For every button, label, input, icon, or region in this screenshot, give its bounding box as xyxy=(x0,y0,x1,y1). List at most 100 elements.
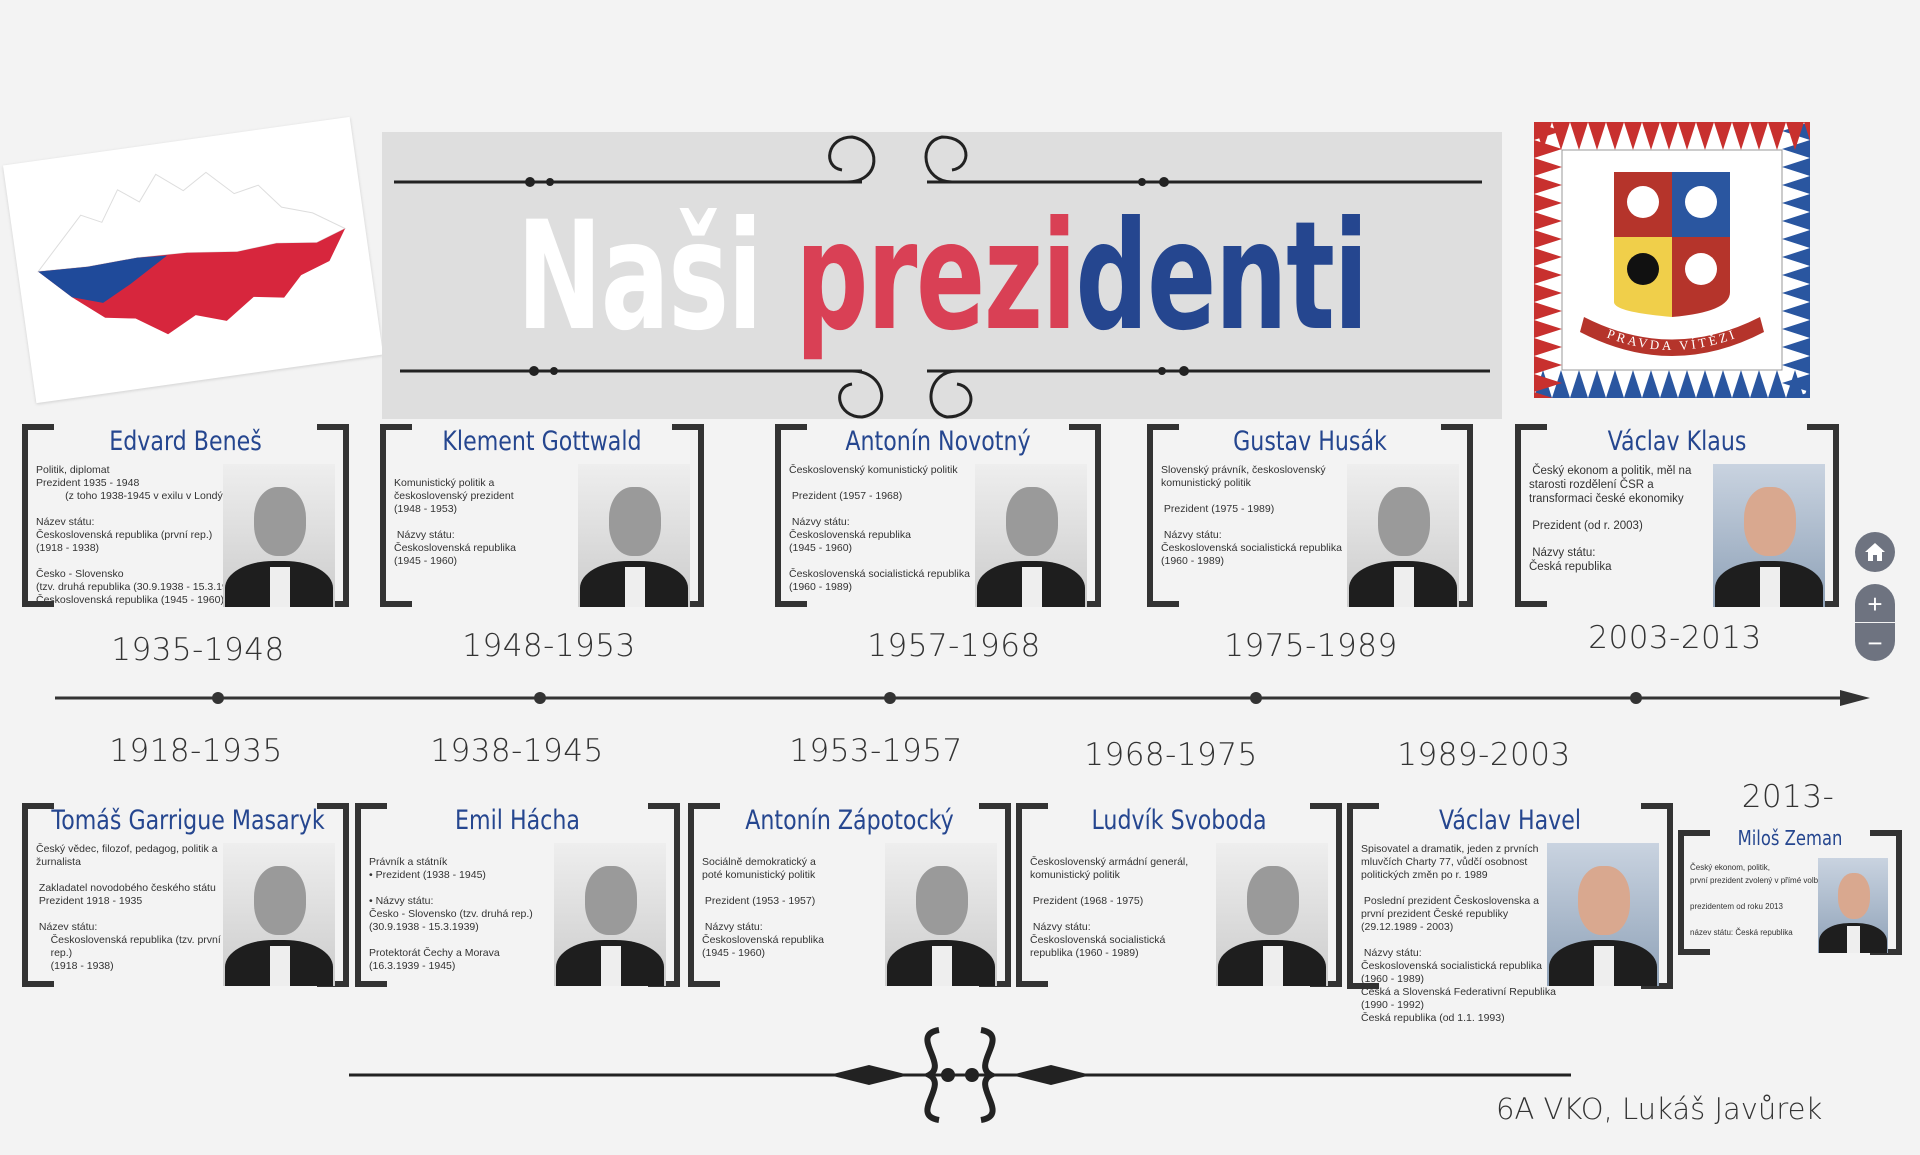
president-card: Emil Hácha Právník a státník • Prezident (… xyxy=(355,803,680,987)
president-description: Politik, diplomat Prezident 1935 - 1948 (… xyxy=(36,464,243,607)
description-line: Poslední prezident Československa a xyxy=(1361,895,1540,907)
president-description: Komunistický politik a československý pre… xyxy=(394,464,516,568)
timeline-axis xyxy=(55,690,1870,706)
president-card: Ludvík Svoboda Československý armádní gen… xyxy=(1016,803,1342,987)
president-description: Český ekonom, politik, první prezident zv… xyxy=(1690,862,1823,940)
bracket-left xyxy=(380,424,412,607)
description-line: Názvy státu: xyxy=(702,921,763,933)
president-card: Václav Havel Spisovatel a dramatik, jeden… xyxy=(1347,803,1673,1024)
description-line: prezidentem od roku 2013 xyxy=(1690,902,1783,911)
description-line: Český ekonom a politik, měl na xyxy=(1529,465,1692,477)
president-card: Edvard Beneš Politik, diplomat Prezident 1… xyxy=(22,424,349,607)
bracket-left xyxy=(1347,803,1379,989)
description-line: Název státu: xyxy=(36,516,95,528)
bracket-left xyxy=(22,424,54,607)
description-line: Právník a státník xyxy=(369,856,448,868)
year-label: 2003-2013 xyxy=(1588,620,1762,656)
zoom-in-button[interactable]: + xyxy=(1855,584,1895,622)
president-name: Antonín Novotný xyxy=(845,426,1031,457)
description-line xyxy=(1690,888,1823,901)
footer-ornament-icon xyxy=(349,1027,1571,1123)
description-line: Sociálně demokratický a xyxy=(702,856,816,868)
timeline-dot xyxy=(884,692,896,704)
description-line: Československá republika (tzv. první xyxy=(36,934,221,946)
description-line: komunistický politik xyxy=(1161,477,1251,489)
president-description: Slovenský právník, československý komunis… xyxy=(1161,464,1342,568)
year-label: 1948-1953 xyxy=(462,628,636,664)
year-label: 1938-1945 xyxy=(430,733,604,769)
description-line xyxy=(369,934,533,947)
description-line xyxy=(702,843,824,856)
bracket-left xyxy=(688,803,720,987)
description-line: Česká republika (od 1.1. 1993) xyxy=(1361,1012,1505,1024)
president-portrait xyxy=(1216,843,1328,986)
title-part-nasi: Naši xyxy=(516,190,763,364)
description-line xyxy=(369,843,533,856)
description-line: Československá republika xyxy=(702,934,824,946)
president-name: Miloš Zeman xyxy=(1737,826,1843,850)
year-label: 1953-1957 xyxy=(789,733,963,769)
president-name: Edvard Beneš xyxy=(109,426,262,457)
description-line: Česká republika xyxy=(1529,561,1612,573)
president-portrait xyxy=(578,464,690,607)
president-portrait xyxy=(975,464,1087,607)
description-line: Slovenský právník, československý xyxy=(1161,464,1326,476)
description-line: (1960 - 1989) xyxy=(789,581,853,593)
president-portrait xyxy=(885,843,997,986)
description-line xyxy=(1030,882,1188,895)
description-line: žurnalista xyxy=(36,856,81,868)
president-description: Sociálně demokratický a poté komunistický… xyxy=(702,843,824,960)
description-line xyxy=(1361,882,1556,895)
description-line: Název státu: xyxy=(36,921,98,933)
description-line: Český ekonom, politik, xyxy=(1690,863,1771,872)
author-credit: 6A VKO, Lukáš Javůrek xyxy=(1496,1092,1823,1126)
description-line: první prezident České republiky xyxy=(1361,908,1509,920)
description-line: Názvy státu: xyxy=(1529,547,1596,559)
description-line: Československý komunistický politik xyxy=(789,464,958,476)
description-line: Česko - Slovensko xyxy=(36,568,124,580)
president-name: Ludvík Svoboda xyxy=(1091,805,1267,836)
description-line: komunistický politik xyxy=(1030,869,1120,881)
timeline-dot xyxy=(534,692,546,704)
description-line: československý prezident xyxy=(394,490,514,502)
president-portrait xyxy=(223,843,335,986)
description-line: Prezident (1953 - 1957) xyxy=(702,895,816,907)
president-card: Václav Klaus Český ekonom a politik, měl… xyxy=(1515,424,1839,607)
home-button[interactable] xyxy=(1855,532,1895,572)
president-portrait xyxy=(554,843,666,986)
president-name: Gustav Husák xyxy=(1233,426,1387,457)
description-line xyxy=(1030,843,1188,856)
description-line: Československá socialistická republika xyxy=(789,568,970,580)
bracket-left xyxy=(1515,424,1547,607)
description-line: (tzv. druhá republika (30.9.1938 - 15.3.… xyxy=(36,581,244,593)
description-line: poté komunistický politik xyxy=(702,869,816,881)
description-line: Názvy státu: xyxy=(1161,529,1222,541)
president-name: Václav Klaus xyxy=(1607,426,1747,457)
description-line: Prezident (od r. 2003) xyxy=(1529,520,1643,532)
description-line: (z toho 1938-1945 v exilu v Londýně) xyxy=(36,490,238,502)
description-line: (1945 - 1960) xyxy=(394,555,458,567)
president-portrait xyxy=(1347,464,1459,607)
description-line xyxy=(394,464,516,477)
description-line: Česko - Slovensko (tzv. druhá rep.) xyxy=(369,908,533,920)
description-line: rep.) xyxy=(36,947,73,959)
description-line: (1918 - 1938) xyxy=(36,960,114,972)
zoom-out-button[interactable]: − xyxy=(1855,623,1895,661)
description-line: Názvy státu: xyxy=(1361,947,1422,959)
president-description: Český ekonom a politik, měl na starosti r… xyxy=(1529,464,1691,574)
description-line: Československý armádní generál, xyxy=(1030,856,1189,868)
bracket-left xyxy=(775,424,807,607)
president-description: Spisovatel a dramatik, jeden z prvních ml… xyxy=(1361,843,1556,1025)
ornament-frame-icon xyxy=(394,135,1490,419)
description-line: Prezident (1968 - 1975) xyxy=(1030,895,1144,907)
president-card: Antonín Novotný Československý komunistic… xyxy=(775,424,1101,607)
year-label: 1968-1975 xyxy=(1084,737,1258,773)
description-line: Česká a Slovenská Federativní Republika xyxy=(1361,986,1556,998)
description-line: (30.9.1938 - 15.3.1939) xyxy=(369,921,479,933)
description-line xyxy=(1529,533,1691,546)
description-line xyxy=(36,908,221,921)
description-line: (1960 - 1989) xyxy=(1161,555,1225,567)
president-card: Klement Gottwald Komunistický politik a če… xyxy=(380,424,704,607)
president-card: Tomáš Garrigue Masaryk Český vědec, filoz… xyxy=(22,803,349,987)
description-line: Československá socialistická republika xyxy=(1361,960,1542,972)
